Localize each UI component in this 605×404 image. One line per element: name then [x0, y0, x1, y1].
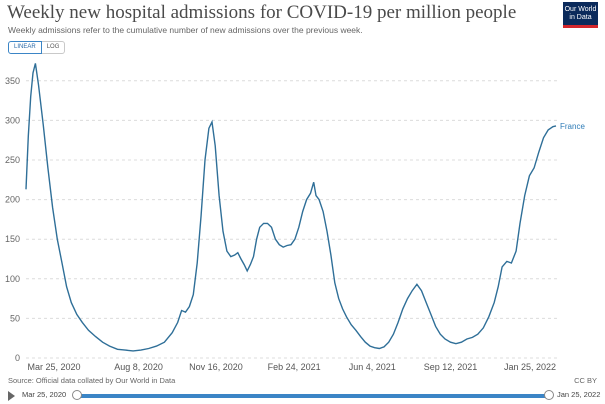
log-scale-button[interactable]: LOG: [41, 41, 66, 54]
source-note[interactable]: Source: Official data collated by Our Wo…: [8, 376, 176, 385]
scale-toggle: LINEAR LOG: [8, 41, 66, 54]
timeline-start-label: Mar 25, 2020: [22, 390, 67, 399]
license-link[interactable]: CC BY: [574, 376, 597, 385]
y-tick-label: 0: [15, 353, 20, 363]
x-tick-label: Jun 4, 2021: [349, 362, 396, 372]
y-tick-label: 200: [5, 195, 20, 205]
chart-subtitle: Weekly admissions refer to the cumulativ…: [8, 25, 363, 35]
series-label: France: [560, 122, 585, 131]
y-tick-label: 100: [5, 274, 20, 284]
timeline-range-bar[interactable]: [77, 394, 549, 398]
timeline: Mar 25, 2020 Jan 25, 2022: [0, 389, 605, 404]
x-tick-label: Aug 8, 2020: [114, 362, 163, 372]
owid-logo[interactable]: Our World in Data: [563, 2, 598, 28]
linear-scale-button[interactable]: LINEAR: [8, 41, 42, 54]
x-tick-label: Mar 25, 2020: [27, 362, 80, 372]
play-icon[interactable]: [8, 391, 15, 401]
y-tick-label: 350: [5, 76, 20, 86]
y-tick-label: 50: [10, 313, 20, 323]
x-axis-ticks: Mar 25, 2020 Aug 8, 2020 Nov 16, 2020 Feb 2…: [27, 362, 556, 372]
x-tick-label: Jan 25, 2022: [504, 362, 556, 372]
chart-title: Weekly new hospital admissions for COVID…: [7, 2, 517, 23]
timeline-start-handle[interactable]: [72, 390, 82, 400]
series-lines: France: [25, 63, 585, 352]
y-gridlines: [26, 80, 560, 359]
timeline-end-handle[interactable]: [544, 390, 554, 400]
series-line-france[interactable]: [25, 63, 557, 352]
x-tick-label: Sep 12, 2021: [424, 362, 478, 372]
y-tick-label: 300: [5, 115, 20, 125]
timeline-end-label: Jan 25, 2022: [557, 390, 601, 399]
x-tick-label: Feb 24, 2021: [268, 362, 321, 372]
logo-line-2: in Data: [569, 14, 592, 21]
y-tick-label: 250: [5, 155, 20, 165]
y-axis-ticks: 0 50 100 150 200 250 300 350: [5, 76, 20, 363]
logo-line-1: Our World: [564, 6, 597, 13]
y-tick-label: 150: [5, 234, 20, 244]
x-tick-label: Nov 16, 2020: [189, 362, 243, 372]
